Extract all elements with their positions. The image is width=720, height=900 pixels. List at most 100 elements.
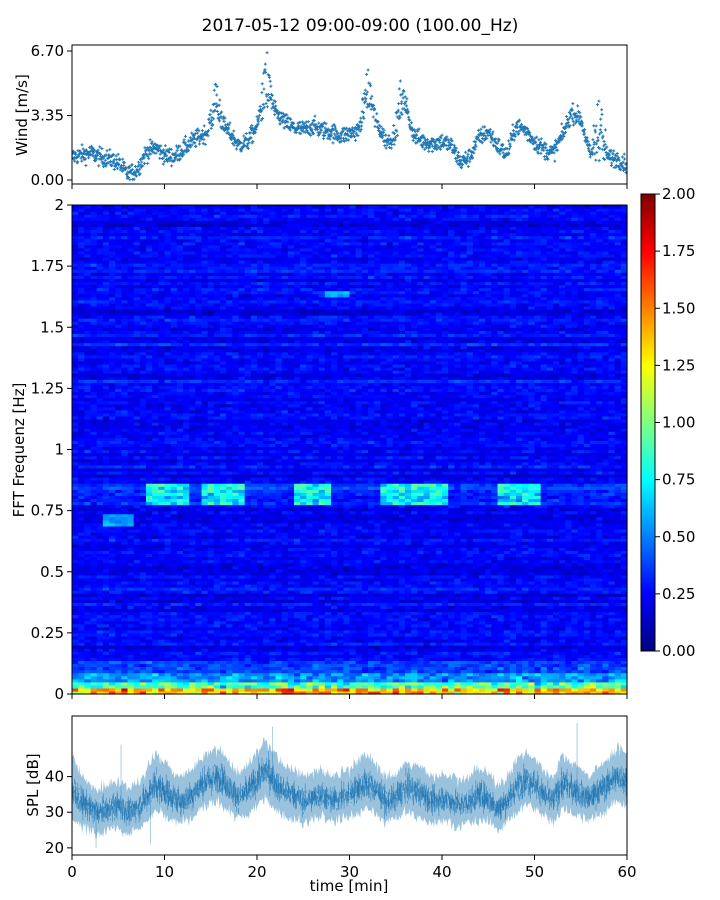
wind-point bbox=[183, 141, 187, 145]
wind-point bbox=[498, 152, 502, 156]
wind-point bbox=[620, 155, 624, 159]
figure-title: 2017-05-12 09:00-09:00 (100.00_Hz) bbox=[202, 16, 519, 36]
wind-point bbox=[112, 168, 116, 172]
wind-point bbox=[212, 102, 216, 106]
wind-point bbox=[118, 168, 122, 172]
wind-point bbox=[94, 159, 98, 163]
wind-point bbox=[182, 149, 186, 153]
wind-point bbox=[598, 128, 602, 132]
wind-point bbox=[110, 164, 114, 168]
wind-point bbox=[313, 114, 317, 118]
wind-point bbox=[208, 113, 212, 117]
wind-point bbox=[88, 145, 92, 149]
wind-point bbox=[214, 102, 218, 106]
wind-point bbox=[161, 150, 165, 154]
wind-point bbox=[354, 138, 358, 142]
wind-point bbox=[130, 163, 134, 167]
wind-point bbox=[80, 143, 84, 147]
wind-point bbox=[244, 132, 248, 136]
wind-point bbox=[93, 156, 97, 160]
wind-point bbox=[440, 133, 444, 137]
wind-point bbox=[552, 151, 556, 155]
wind-point bbox=[347, 138, 351, 142]
wind-x-ticks bbox=[71, 184, 628, 189]
wind-point bbox=[150, 140, 154, 144]
wind-point bbox=[169, 148, 173, 152]
wind-point bbox=[397, 87, 401, 91]
wind-point bbox=[117, 162, 121, 166]
wind-point bbox=[594, 124, 598, 128]
wind-point bbox=[203, 142, 207, 146]
wind-point bbox=[397, 102, 401, 106]
wind-point bbox=[400, 100, 404, 104]
wind-point bbox=[566, 118, 570, 122]
wind-point bbox=[194, 144, 198, 148]
wind-point bbox=[212, 88, 216, 92]
wind-point bbox=[208, 121, 212, 125]
wind-point bbox=[180, 154, 184, 158]
wind-point bbox=[306, 120, 310, 124]
wind-point bbox=[167, 150, 171, 154]
wind-point bbox=[215, 93, 219, 97]
wind-point bbox=[92, 151, 96, 155]
wind-point bbox=[162, 148, 166, 152]
wind-point bbox=[572, 123, 576, 127]
spectrogram-cells bbox=[72, 205, 628, 695]
wind-point bbox=[182, 138, 186, 142]
wind-point bbox=[194, 129, 198, 133]
wind-point bbox=[623, 157, 627, 161]
wind-point bbox=[365, 72, 369, 76]
wind-point bbox=[273, 113, 277, 117]
wind-point bbox=[183, 134, 187, 138]
wind-point bbox=[427, 149, 431, 153]
wind-point bbox=[396, 108, 400, 112]
wind-point bbox=[185, 146, 189, 150]
wind-point bbox=[92, 148, 96, 152]
wind-point bbox=[130, 168, 134, 172]
wind-point bbox=[396, 134, 400, 138]
wind-point bbox=[177, 154, 181, 158]
wind-point bbox=[74, 153, 78, 157]
wind-point bbox=[136, 165, 140, 169]
wind-point bbox=[112, 153, 116, 157]
wind-point bbox=[84, 157, 88, 161]
wind-point bbox=[173, 156, 177, 160]
wind-point bbox=[430, 149, 434, 153]
wind-point bbox=[106, 157, 110, 161]
wind-point bbox=[188, 136, 192, 140]
wind-point bbox=[100, 146, 104, 150]
wind-point bbox=[366, 68, 370, 72]
wind-point bbox=[112, 161, 116, 165]
wind-point bbox=[128, 178, 132, 182]
wind-point bbox=[108, 148, 112, 152]
wind-point bbox=[84, 164, 88, 168]
wind-point bbox=[571, 102, 575, 106]
wind-point bbox=[107, 161, 111, 165]
wind-point bbox=[81, 156, 85, 160]
wind-point bbox=[97, 164, 101, 168]
wind-point bbox=[331, 141, 335, 145]
wind-y-label: Wind [m/s] bbox=[13, 74, 31, 156]
wind-point bbox=[387, 134, 391, 138]
wind-point bbox=[405, 104, 409, 108]
wind-point bbox=[265, 51, 269, 55]
wind-point bbox=[393, 135, 397, 139]
wind-point bbox=[598, 132, 602, 136]
wind-point bbox=[392, 142, 396, 146]
wind-point bbox=[109, 159, 113, 163]
wind-point bbox=[142, 153, 146, 157]
wind-point bbox=[267, 75, 271, 79]
wind-point bbox=[222, 119, 226, 123]
wind-point bbox=[622, 152, 626, 156]
wind-point bbox=[135, 174, 139, 178]
wind-point bbox=[128, 166, 132, 170]
wind-y-ticks: 0.003.356.70 bbox=[31, 42, 72, 189]
wind-point bbox=[97, 157, 101, 161]
wind-point bbox=[260, 82, 264, 86]
wind-point bbox=[398, 79, 402, 83]
wind-point bbox=[200, 135, 204, 139]
wind-point bbox=[455, 159, 459, 163]
wind-point bbox=[195, 131, 199, 135]
wind-point bbox=[190, 143, 194, 147]
